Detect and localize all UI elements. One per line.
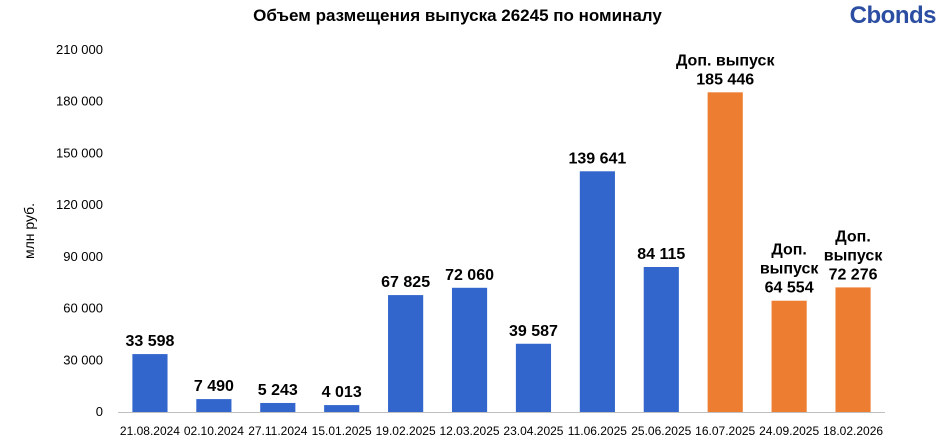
data-label: 5 243: [258, 382, 298, 399]
data-label: 72 060: [445, 267, 494, 284]
chart-title: Объем размещения выпуска 26245 по номина…: [253, 6, 662, 25]
data-label: 39 587: [509, 323, 558, 340]
y-axis-label: млн руб.: [21, 203, 37, 259]
x-tick-label: 02.10.2024: [184, 424, 244, 438]
x-tick-label: 11.06.2025: [568, 424, 627, 438]
y-tick-label: 90 000: [63, 249, 103, 264]
bar: [643, 267, 679, 412]
x-tick-label: 19.02.2025: [376, 424, 436, 438]
bar: [707, 92, 743, 412]
y-tick-label: 60 000: [63, 301, 103, 316]
data-labels: 33 598 7 490 5 243 4 013 67 825 72 060 39 587 1…: [125, 52, 883, 401]
cbonds-logo: Cbonds: [849, 2, 937, 29]
bar: [771, 300, 807, 412]
bar: [196, 399, 232, 412]
bar: [451, 287, 488, 412]
data-label: 64 554: [765, 280, 814, 297]
data-label: 185 446: [696, 71, 754, 88]
y-tick-label: 30 000: [63, 352, 103, 367]
bar-annotation: выпуск: [760, 261, 820, 278]
x-tick-label: 27.11.2024: [248, 424, 307, 438]
bar-annotation: Доп.: [771, 242, 806, 259]
x-tick-label: 25.06.2025: [631, 424, 691, 438]
x-axis: 21.08.2024 02.10.2024 27.11.2024 15.01.2025…: [118, 412, 885, 438]
y-tick-label: 0: [96, 404, 103, 419]
data-label: 67 825: [381, 274, 430, 291]
x-tick-label: 23.04.2025: [503, 424, 563, 438]
bars: [132, 92, 871, 412]
bar: [324, 405, 360, 412]
y-tick-label: 180 000: [56, 94, 103, 109]
bar: [260, 402, 296, 412]
data-label: 84 115: [637, 246, 685, 263]
data-label: 33 598: [125, 333, 174, 350]
bar: [835, 287, 871, 412]
bar: [132, 354, 168, 412]
bar-annotation: Доп.: [835, 228, 870, 245]
bar: [515, 343, 552, 412]
bar: [579, 171, 615, 412]
data-label: 139 641: [568, 150, 626, 167]
bar: [388, 295, 424, 412]
y-axis: 0 30 000 60 000 90 000 120 000 150 000 180 000…: [21, 42, 103, 419]
x-tick-label: 21.08.2024: [120, 424, 180, 438]
y-tick-label: 150 000: [56, 145, 103, 160]
x-tick-label: 16.07.2025: [695, 424, 755, 438]
y-tick-label: 120 000: [56, 197, 103, 212]
bar-annotation: выпуск: [824, 247, 884, 264]
x-tick-label: 18.02.2026: [823, 424, 883, 438]
x-tick-label: 12.03.2025: [440, 424, 500, 438]
data-label: 72 276: [829, 266, 878, 283]
data-label: 7 490: [194, 378, 234, 395]
bar-annotation: Доп. выпуск: [676, 52, 775, 69]
y-tick-label: 210 000: [56, 42, 103, 57]
x-tick-label: 24.09.2025: [759, 424, 819, 438]
data-label: 4 013: [322, 384, 362, 401]
x-tick-label: 15.01.2025: [312, 424, 372, 438]
